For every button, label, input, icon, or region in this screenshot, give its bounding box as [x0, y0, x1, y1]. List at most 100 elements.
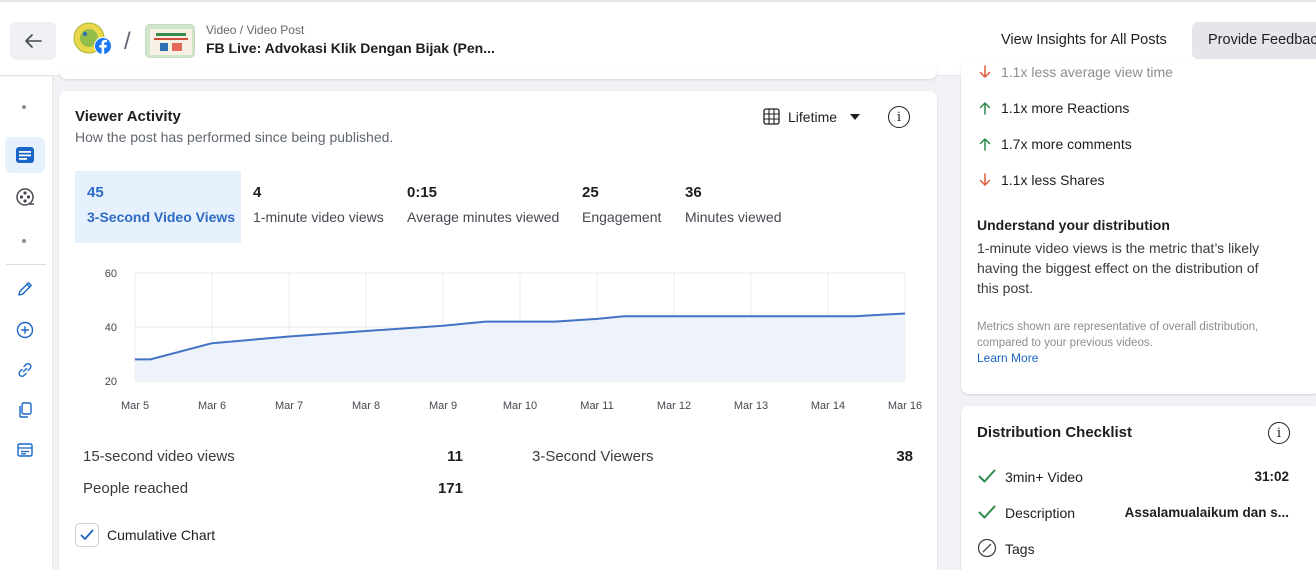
arrow-up-icon [979, 102, 991, 115]
checklist-item: Tags [977, 538, 1301, 560]
x-tick-label: Mar 10 [503, 400, 537, 412]
copy-nav-button[interactable] [5, 392, 45, 428]
comparison-row: 1.1x less Shares [979, 172, 1105, 188]
comparison-text: 1.1x more Reactions [1001, 100, 1130, 116]
page-avatar[interactable] [72, 22, 112, 56]
tab-label: 3-Second Video Views [87, 209, 236, 225]
comparison-row: 1.1x less average view time [979, 64, 1173, 80]
tab-label: Engagement [582, 209, 662, 225]
series-line [135, 312, 906, 361]
time-range-label: Lifetime [788, 108, 838, 125]
checklist-item-value: Assalamualaikum dan s... [1124, 505, 1289, 520]
posts-nav-button[interactable] [5, 137, 45, 173]
top-bar: / Video / Video Post FB Live: Advokasi K… [0, 0, 1316, 76]
cumulative-chart-checkbox[interactable] [75, 523, 99, 547]
view-all-insights-link[interactable]: View Insights for All Posts [1001, 32, 1167, 48]
performance-comparison-card: 1.1x less average view time 1.1x more Re… [961, 60, 1316, 394]
rail-dot [22, 105, 26, 109]
comparison-text: 1.1x less Shares [1001, 172, 1105, 188]
checklist-item-name: Description [1005, 505, 1076, 521]
series-area [135, 313, 905, 381]
add-circle-icon [16, 321, 34, 339]
back-button[interactable] [10, 22, 56, 60]
check-icon [978, 469, 996, 483]
x-tick-label: Mar 12 [657, 400, 691, 412]
rail-dot [22, 239, 26, 243]
tab-3-second-views[interactable]: 45 3-Second Video Views [75, 171, 241, 243]
metrics-note: Metrics shown are representative of over… [977, 321, 1259, 349]
breadcrumb: Video / Video Post [206, 23, 305, 37]
tab-1-minute-views[interactable]: 4 1-minute video views [241, 171, 396, 243]
x-tick-label: Mar 8 [352, 400, 380, 412]
tab-label: Average minutes viewed [407, 209, 560, 225]
tab-engagement[interactable]: 25 Engagement [570, 171, 673, 243]
tab-value: 45 [87, 184, 104, 201]
viewer-activity-card: Viewer Activity How the post has perform… [59, 91, 937, 570]
x-tick-label: Mar 14 [811, 400, 845, 412]
arrow-down-icon [979, 173, 991, 186]
cumulative-chart-label: Cumulative Chart [107, 527, 216, 543]
stat-value: 38 [896, 448, 913, 465]
edit-nav-button[interactable] [5, 271, 45, 307]
distribution-checklist-card: Distribution Checklist i 3min+ Video 31:… [961, 406, 1316, 570]
card-subtitle: How the post has performed since being p… [75, 129, 394, 145]
checklist-item: Description Assalamualaikum dan s... [977, 502, 1301, 524]
x-tick-label: Mar 11 [580, 400, 613, 412]
arrow-down-icon [979, 65, 991, 78]
link-icon [18, 362, 32, 378]
comparison-text: 1.7x more comments [1001, 136, 1132, 152]
comparison-text: 1.1x less average view time [1001, 64, 1173, 80]
card-title: Viewer Activity [75, 108, 181, 125]
x-tick-label: Mar 9 [429, 400, 457, 412]
comparison-row: 1.1x more Reactions [979, 100, 1129, 116]
checklist-item: 3min+ Video 31:02 [977, 466, 1301, 488]
tab-value: 36 [685, 184, 702, 201]
post-title: FB Live: Advokasi Klik Dengan Bijak (Pen… [206, 40, 495, 56]
comparison-row: 1.7x more comments [979, 136, 1132, 152]
time-range-dropdown[interactable]: Lifetime [763, 108, 861, 125]
tab-minutes-viewed[interactable]: 36 Minutes viewed [673, 171, 794, 243]
learn-more-link[interactable]: Learn More [977, 351, 1039, 365]
reels-nav-button[interactable] [5, 179, 45, 215]
checklist-item-name: 3min+ Video [1005, 469, 1083, 485]
distribution-heading: Understand your distribution [977, 217, 1170, 233]
x-tick-label: Mar 13 [734, 400, 768, 412]
info-icon[interactable]: i [1268, 422, 1290, 444]
not-applicable-icon [977, 538, 997, 558]
stat-label: 3-Second Viewers [532, 448, 654, 465]
provide-feedback-button[interactable]: Provide Feedback [1192, 22, 1316, 59]
x-tick-label: Mar 6 [198, 400, 226, 412]
checklist-title: Distribution Checklist [977, 424, 1133, 441]
previous-card-edge [59, 66, 937, 79]
stat-value: 171 [437, 480, 463, 497]
left-rail [0, 77, 53, 570]
arrow-up-icon [979, 138, 991, 151]
card-icon [17, 443, 33, 457]
add-nav-button[interactable] [5, 312, 45, 348]
reels-icon [16, 188, 34, 206]
posts-icon [16, 147, 34, 163]
copy-icon [19, 402, 32, 418]
post-thumbnail [145, 24, 195, 58]
x-tick-label: Mar 7 [275, 400, 303, 412]
distribution-text: 1-minute video views is the metric that’… [977, 240, 1260, 296]
x-tick-label: Mar 5 [121, 400, 149, 412]
caret-down-icon [850, 113, 861, 120]
pencil-icon [18, 282, 32, 296]
rail-divider [6, 264, 46, 265]
info-icon[interactable]: i [888, 106, 910, 128]
stat-label: People reached [83, 480, 189, 497]
breadcrumb-slash: / [124, 28, 131, 55]
y-tick-label: 60 [105, 268, 117, 280]
check-icon [978, 505, 996, 519]
back-arrow-icon [25, 34, 42, 48]
views-chart: Mar 5 Mar 6 Mar 7 Mar 8 Mar 9 Mar 10 Mar 11 Mar… [105, 268, 922, 412]
link-nav-button[interactable] [5, 352, 45, 388]
y-tick-label: 40 [105, 322, 117, 334]
stat-value: 11 [447, 448, 463, 465]
card-nav-button[interactable] [5, 432, 45, 468]
stat-label: 15-second video views [83, 448, 235, 465]
tab-value: 0:15 [407, 184, 438, 201]
tab-average-minutes[interactable]: 0:15 Average minutes viewed [395, 171, 571, 243]
tab-label: Minutes viewed [685, 209, 782, 225]
